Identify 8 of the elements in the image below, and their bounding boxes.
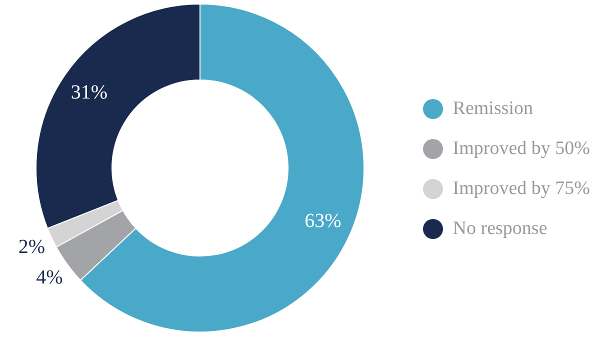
- legend-label: Improved by 50%: [452, 138, 590, 160]
- data-label: 31%: [70, 82, 108, 104]
- legend-label: Remission: [452, 98, 534, 120]
- data-label: 4%: [36, 266, 63, 288]
- legend-label: Improved by 75%: [452, 178, 590, 200]
- data-label: 63%: [304, 210, 342, 232]
- data-label: 2%: [18, 236, 46, 258]
- legend-label: No response: [452, 218, 548, 240]
